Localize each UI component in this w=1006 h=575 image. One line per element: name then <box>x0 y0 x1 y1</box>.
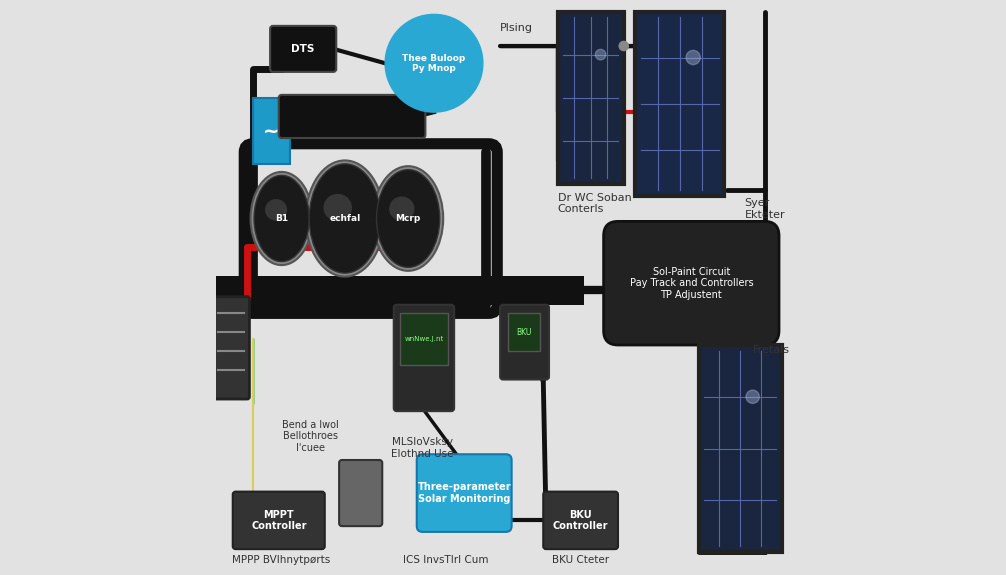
Circle shape <box>686 51 700 64</box>
Text: Syer
Ekteter: Syer Ekteter <box>744 198 785 220</box>
Ellipse shape <box>389 197 414 221</box>
Text: echfal: echfal <box>329 214 360 223</box>
Circle shape <box>596 49 606 60</box>
Text: Mcrp: Mcrp <box>395 214 421 223</box>
Ellipse shape <box>309 164 380 273</box>
Text: BKU
Controller: BKU Controller <box>553 509 609 531</box>
Ellipse shape <box>265 199 287 221</box>
Text: ~: ~ <box>264 121 280 140</box>
Text: MPPT
Controller: MPPT Controller <box>252 509 307 531</box>
Text: ICS InvsTIrl Cum: ICS InvsTIrl Cum <box>402 555 488 565</box>
Ellipse shape <box>250 172 313 265</box>
Text: MPPP BVlhnytpørts: MPPP BVlhnytpørts <box>232 555 331 565</box>
Text: B1: B1 <box>275 214 288 223</box>
Bar <box>635 12 724 196</box>
FancyBboxPatch shape <box>416 454 512 532</box>
FancyBboxPatch shape <box>543 492 618 549</box>
Text: Plsing: Plsing <box>500 23 533 33</box>
Ellipse shape <box>306 160 384 277</box>
Text: Dr WC Soban
Conterls: Dr WC Soban Conterls <box>557 193 632 214</box>
Text: MLSloVsksy
Elothnd Use: MLSloVsksy Elothnd Use <box>391 437 454 459</box>
Bar <box>508 313 540 351</box>
FancyBboxPatch shape <box>271 26 336 72</box>
Bar <box>635 12 724 196</box>
FancyBboxPatch shape <box>393 305 454 411</box>
Text: BKU: BKU <box>516 328 532 336</box>
Text: Thee Buloop
Py Mnop: Thee Buloop Py Mnop <box>402 53 466 73</box>
Text: Sol-Paint Circuit
Pay Track and Controllers
TP Adjustent: Sol-Paint Circuit Pay Track and Controll… <box>630 267 753 300</box>
Text: BKU Cteter: BKU Cteter <box>552 555 610 565</box>
FancyBboxPatch shape <box>339 460 382 526</box>
Bar <box>253 98 291 164</box>
Bar <box>698 345 782 552</box>
Bar <box>557 12 624 184</box>
FancyBboxPatch shape <box>279 95 426 138</box>
FancyBboxPatch shape <box>232 492 325 549</box>
Ellipse shape <box>255 175 309 262</box>
Ellipse shape <box>376 170 440 267</box>
Text: wnNwe.J.nt: wnNwe.J.nt <box>404 336 444 342</box>
Bar <box>557 12 624 184</box>
Text: Three-parameter
Solar Monitoring: Three-parameter Solar Monitoring <box>417 482 511 504</box>
Text: Bend a lwol
Bellothroes
I'cuee: Bend a lwol Bellothroes I'cuee <box>282 420 339 453</box>
Circle shape <box>619 41 629 51</box>
FancyBboxPatch shape <box>500 305 549 380</box>
Text: DTS: DTS <box>292 44 315 54</box>
FancyBboxPatch shape <box>604 221 779 345</box>
Bar <box>215 276 583 305</box>
Circle shape <box>385 14 483 112</box>
Bar <box>399 313 449 365</box>
Ellipse shape <box>373 166 444 271</box>
Text: Fretals: Fretals <box>753 345 790 355</box>
Ellipse shape <box>324 194 352 221</box>
FancyBboxPatch shape <box>213 297 249 399</box>
Circle shape <box>746 390 760 404</box>
Bar <box>698 345 782 552</box>
